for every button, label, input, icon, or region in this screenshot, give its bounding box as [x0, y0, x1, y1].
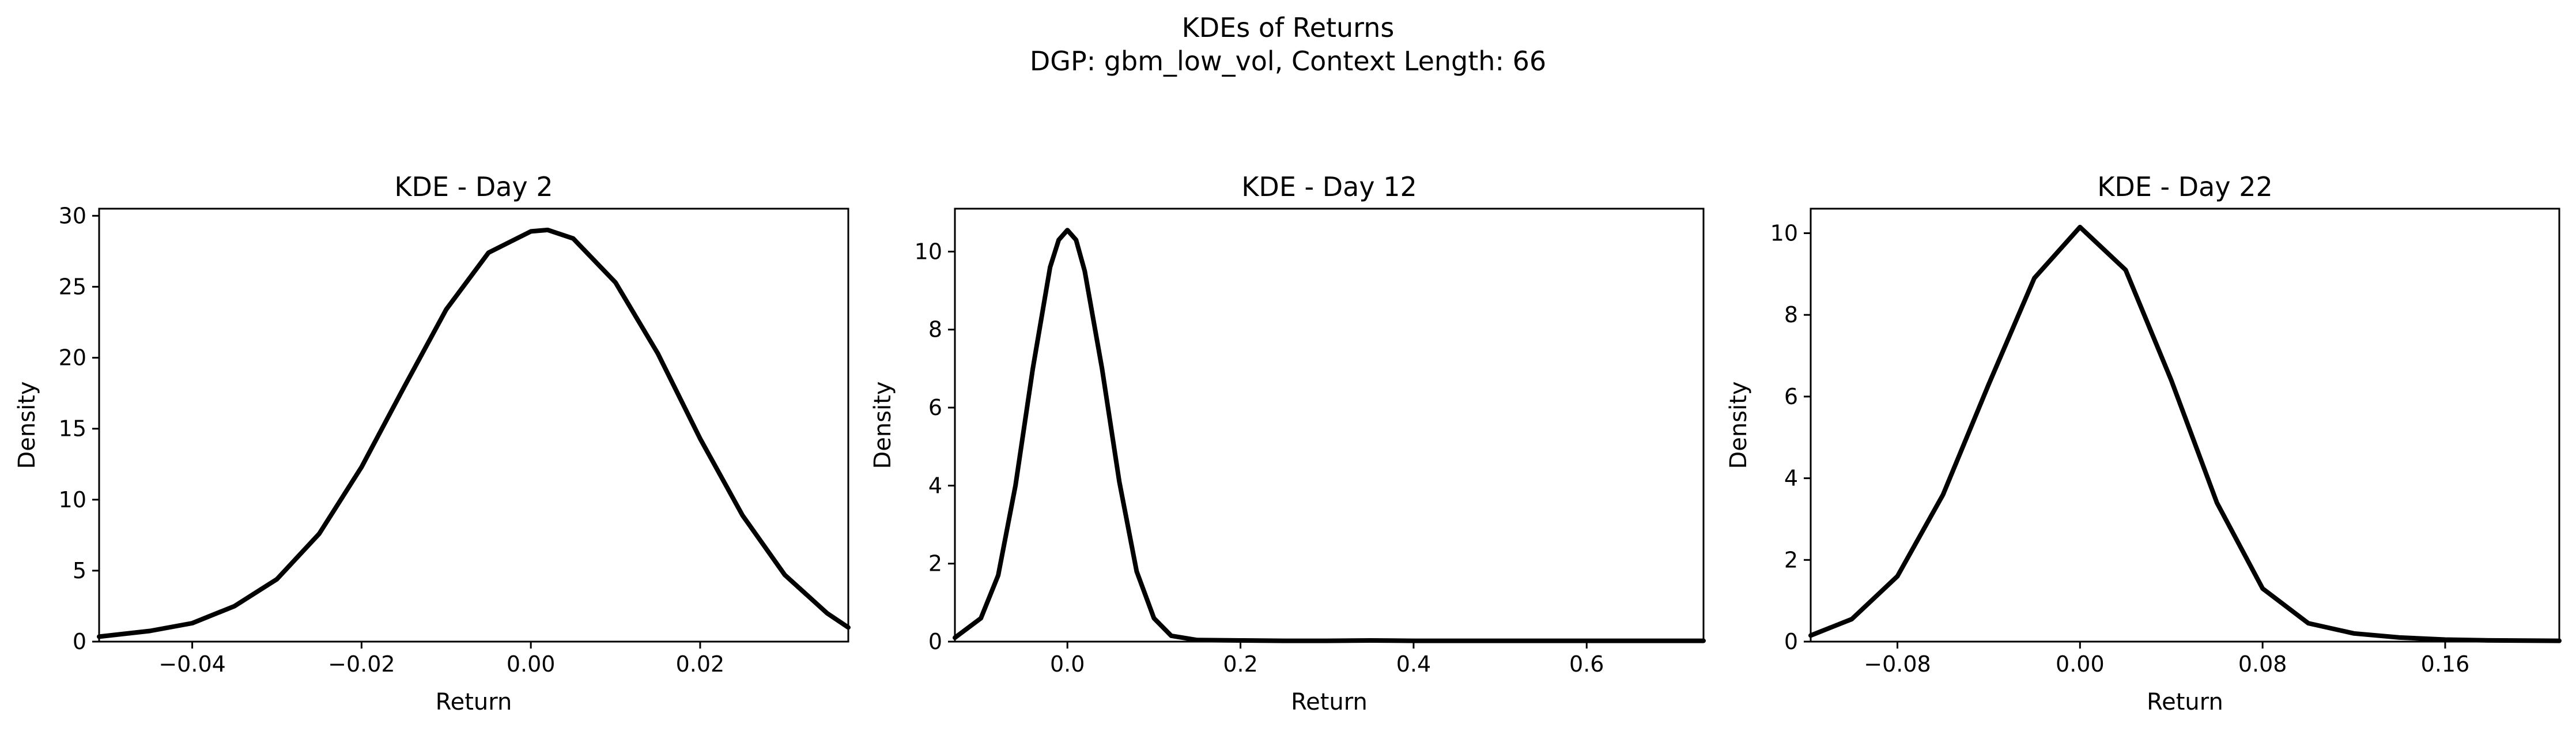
figure-title: KDEs of Returns [1182, 12, 1395, 43]
plot-frame [1810, 208, 2560, 643]
kde-curve-1 [1808, 224, 2562, 643]
y-tick-label: 4 [1784, 466, 1798, 491]
x-tick-label: −0.04 [158, 651, 225, 677]
y-tick-label: 25 [59, 274, 86, 299]
y-tick-label: 8 [1784, 302, 1798, 327]
y-tick-label: 2 [1784, 547, 1798, 572]
y-tick-label: 10 [1770, 221, 1798, 246]
x-tick-label: 0.02 [676, 651, 725, 677]
x-axis-label: Return [1291, 689, 1368, 715]
figure-subtitle: DGP: gbm_low_vol, Context Length: 66 [1030, 46, 1546, 77]
x-tick-label: −0.02 [328, 651, 395, 677]
y-tick-label: 15 [59, 416, 86, 442]
y-tick-label: 20 [59, 345, 86, 371]
x-axis-label: Return [2147, 689, 2223, 715]
x-tick-label: 0.2 [1223, 651, 1257, 677]
y-tick-label: 30 [59, 203, 86, 228]
x-tick-label: 0.6 [1569, 651, 1604, 677]
subplot-1: KDE - Day 2 −0.04 −0.02 0.00 0.02 0 5 10 15 20 25 3… [14, 171, 851, 715]
plot-frame [954, 208, 1705, 643]
x-tick-label: −0.08 [1864, 651, 1931, 677]
subplot-title: KDE - Day 2 [394, 171, 553, 202]
plot-frame [98, 208, 849, 643]
x-tick-label: 0.00 [507, 651, 556, 677]
kde-curve-1 [953, 228, 1706, 643]
subplot-title: KDE - Day 22 [2097, 171, 2272, 202]
x-tick-label: 0.08 [2238, 651, 2287, 677]
y-tick-label: 8 [928, 317, 942, 342]
y-axis-label: Density [14, 381, 40, 469]
x-tick-label: 0.16 [2421, 651, 2470, 677]
y-tick-label: 10 [59, 487, 86, 512]
x-tick-label: 0.00 [2056, 651, 2105, 677]
y-tick-label: 6 [928, 395, 942, 420]
subplot-title: KDE - Day 12 [1241, 171, 1417, 202]
x-axis-label: Return [436, 689, 512, 715]
y-axis-label: Density [1725, 381, 1752, 469]
y-tick-label: 0 [928, 629, 942, 654]
kde-curve-1 [97, 227, 851, 639]
subplot-2: KDE - Day 12 0.0 0.2 0.4 0.6 0 2 4 6 8 10 Return Den… [870, 171, 1706, 715]
y-tick-label: 2 [928, 551, 942, 576]
y-tick-label: 4 [928, 473, 942, 498]
x-tick-label: 0.0 [1050, 651, 1085, 677]
y-tick-label: 5 [73, 558, 86, 583]
subplots-container: KDE - Day 2−0.04 −0.02 0.00 0.0205101520253… [14, 171, 2562, 715]
y-tick-label: 0 [73, 629, 86, 654]
y-axis-label: Density [870, 381, 896, 469]
subplot-3: KDE - Day 22 −0.08 0.00 0.08 0.16 0 2 4 6 8 10 Retu… [1725, 171, 2562, 715]
y-tick-label: 6 [1784, 384, 1798, 409]
y-tick-label: 10 [915, 239, 942, 264]
x-tick-label: 0.4 [1396, 651, 1431, 677]
y-tick-label: 0 [1784, 629, 1798, 654]
